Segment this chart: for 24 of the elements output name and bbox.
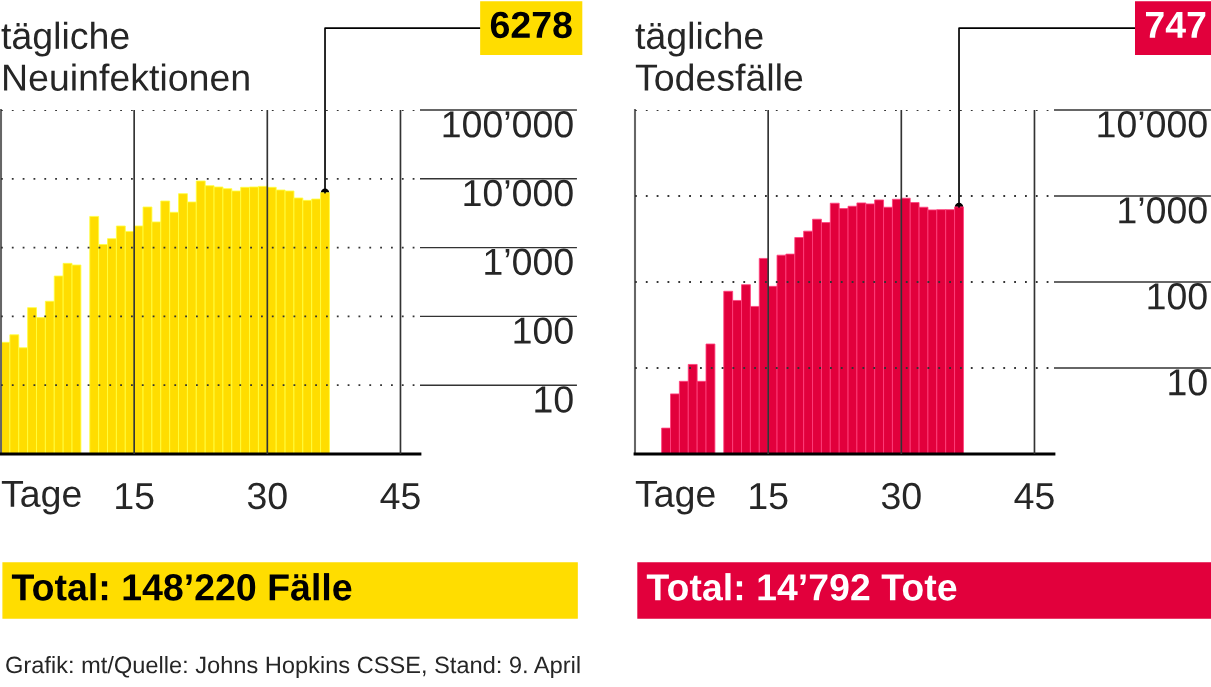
y-tick-label: 10’000 [464,179,573,207]
x-tick-label: 45 [380,483,420,510]
text: Total: 14’792 Tote [646,573,957,601]
x-tick-label: 30 [881,482,921,510]
y-tick-label: 10 [1169,368,1207,396]
x-tick-label: 30 [247,482,287,510]
chart-title: tägliche Todesfälle [635,21,803,91]
annotation: 747 [1145,12,1206,38]
text: Total: 148’220 Fälle [11,573,352,601]
y-tick-label: 100’000 [443,110,573,138]
x-tick-label: 45 [1014,483,1054,510]
y-tick-label: 100 [1148,282,1207,310]
y-tick-label: 1’000 [1119,196,1207,224]
x-axis-title: Tage [635,480,715,515]
chart-title: tägliche Neuinfektionen [1,21,249,91]
y-tick-label: 10 [535,386,573,413]
x-tick-label: 15 [750,483,788,510]
x-tick-label: 15 [116,483,154,510]
y-tick-label: 100 [514,317,573,344]
y-tick-label: 10’000 [1098,110,1207,138]
x-axis-title: Tage [1,480,81,515]
annotation: 6278 [490,11,572,39]
text: Grafik: mt/Quelle: Johns Hopkins CSSE, Stand: 9. April [6,655,580,679]
y-tick-label: 1’000 [485,248,573,276]
